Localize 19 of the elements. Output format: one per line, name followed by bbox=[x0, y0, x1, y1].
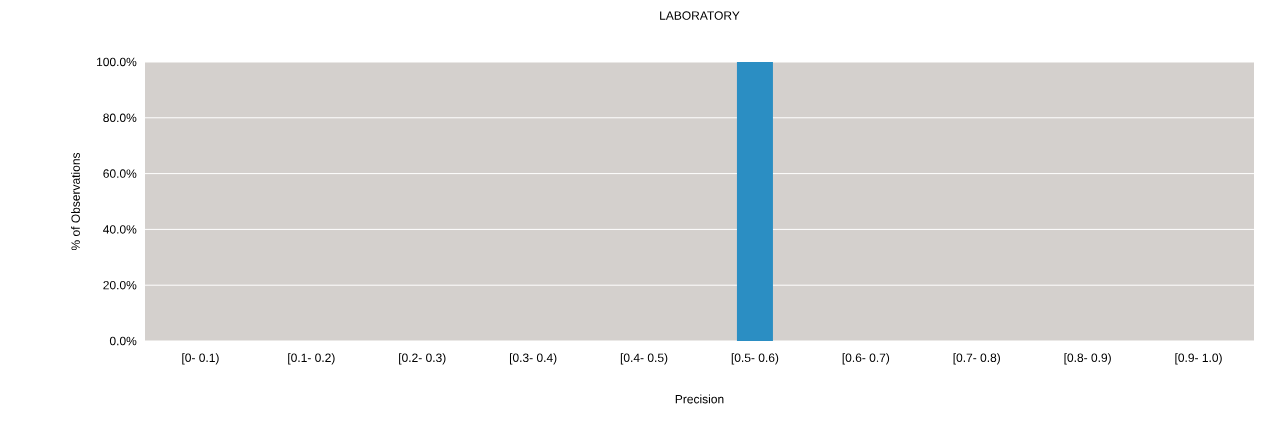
x-tick-label: [0.6- 0.7) bbox=[842, 353, 890, 365]
x-tick-label: [0.1- 0.2) bbox=[288, 353, 335, 365]
x-tick-label: [0.2- 0.3) bbox=[399, 353, 446, 365]
x-axis-title: Precision bbox=[675, 394, 724, 404]
y-tick-label: 80.0% bbox=[103, 113, 137, 123]
y-axis-title: % of Observations bbox=[71, 152, 80, 251]
x-tick-label: [0.7- 0.8) bbox=[953, 353, 1000, 365]
chart-title: LABORATORY bbox=[660, 11, 740, 20]
y-tick-label: 0.0% bbox=[109, 336, 137, 346]
y-tick-label: 40.0% bbox=[103, 225, 137, 234]
y-tick-label: 60.0% bbox=[103, 169, 137, 178]
x-tick-label: [0.3- 0.4) bbox=[509, 353, 557, 365]
x-tick-label: [0.9- 1.0) bbox=[1175, 353, 1222, 365]
x-tick-label: [0.5- 0.6) bbox=[731, 353, 779, 365]
x-tick-label: [0.8- 0.9) bbox=[1064, 353, 1111, 365]
x-tick-label: [0.4- 0.5) bbox=[620, 353, 668, 365]
y-tick-label: 100.0% bbox=[97, 57, 137, 67]
y-tick-label: 20.0% bbox=[103, 280, 137, 290]
x-tick-label: [0- 0.1) bbox=[182, 353, 219, 365]
